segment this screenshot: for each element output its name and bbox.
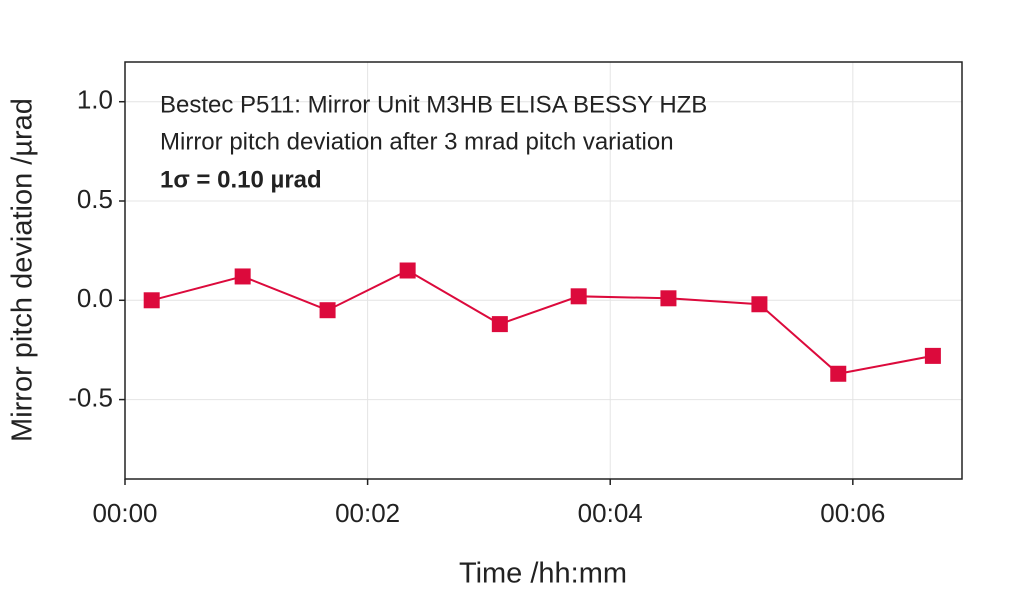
plot-frame	[124, 61, 963, 480]
annotation: Mirror pitch deviation after 3 mrad pitc…	[160, 128, 674, 155]
data-point	[830, 365, 847, 382]
x-axis-label: Time /hh:mm	[459, 558, 627, 590]
y-tick-label: -0.5	[68, 382, 113, 412]
data-point	[143, 292, 160, 309]
y-tick-label: 0.5	[77, 184, 113, 214]
series-line	[151, 269, 934, 375]
data-point	[924, 347, 941, 364]
data-point	[491, 316, 508, 333]
x-tick-label: 00:06	[820, 498, 885, 528]
y-tick-label: 0.0	[77, 283, 113, 313]
x-tick-label: 00:04	[578, 498, 643, 528]
y-tick-label: 1.0	[77, 85, 113, 115]
x-tick-label: 00:00	[92, 498, 157, 528]
data-point	[660, 290, 677, 307]
y-axis-label: Mirror pitch deviation /µrad	[7, 98, 39, 442]
data-point	[751, 296, 768, 313]
data-point	[234, 268, 251, 285]
annotation: 1σ = 0.10 µrad	[160, 166, 322, 193]
data-point	[319, 302, 336, 319]
data-point	[399, 262, 416, 279]
data-point	[570, 288, 587, 305]
x-tick-label: 00:02	[335, 498, 400, 528]
annotation: Bestec P511: Mirror Unit M3HB ELISA BESS…	[160, 91, 707, 118]
